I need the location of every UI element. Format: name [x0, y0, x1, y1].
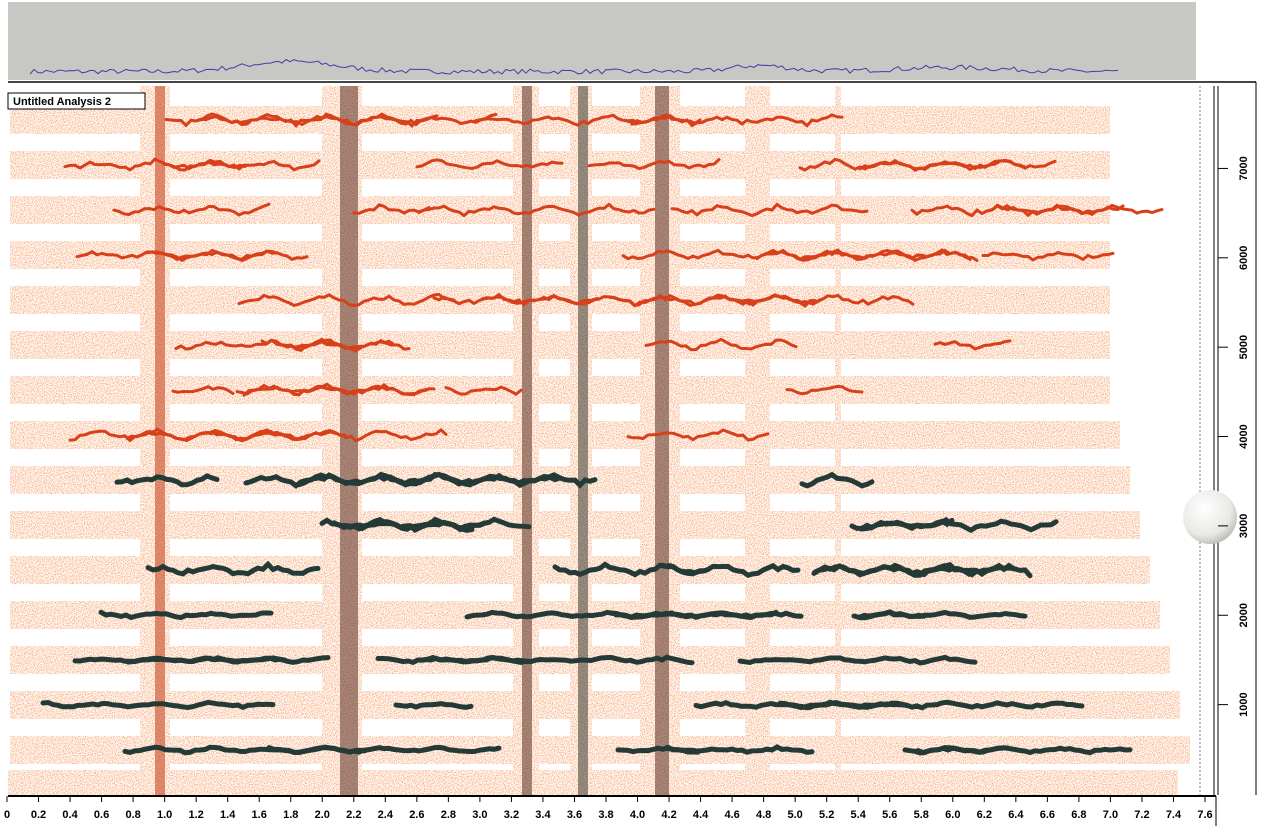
x-tick-label: 7.0	[1103, 809, 1118, 821]
y-tick-label: 7000	[1238, 156, 1250, 180]
x-tick-label: 0.4	[62, 809, 78, 821]
y-tick-label: 2000	[1238, 603, 1250, 627]
x-tick-label: 4.8	[756, 809, 771, 821]
x-tick-label: 5.2	[819, 809, 834, 821]
spectrogram-window: Untitled Analysis 2 0 0.2 0.4 0.6 0.8 1.0 1.2 1…	[0, 0, 1264, 826]
x-tick-label: 7.6	[1197, 809, 1212, 821]
noise-band	[8, 770, 1178, 795]
x-tick-label: 1.2	[189, 809, 204, 821]
x-tick-label: 1.6	[252, 809, 267, 821]
energy-column	[155, 86, 165, 795]
noise-band	[10, 376, 1110, 404]
y-tick-label: 4000	[1238, 424, 1250, 448]
energy-column	[655, 86, 669, 795]
x-tick-label: 6.4	[1008, 809, 1024, 821]
x-tick-label: 2.8	[441, 809, 456, 821]
x-tick-label: 0.6	[94, 809, 109, 821]
x-tick-label: 4.4	[693, 809, 709, 821]
noise-band	[10, 421, 1120, 449]
x-tick-label: 0.2	[31, 809, 46, 821]
x-tick-label: 1.0	[157, 809, 172, 821]
x-tick-label: 2.4	[378, 809, 394, 821]
harmonic-trace	[101, 612, 271, 617]
spectrogram-area	[8, 86, 1190, 795]
y-tick-label: 1000	[1238, 692, 1250, 716]
x-tick-label: 5.4	[851, 809, 867, 821]
x-tick-label: 7.2	[1134, 809, 1149, 821]
x-tick-label: 6.2	[977, 809, 992, 821]
x-tick-label: 2.0	[315, 809, 330, 821]
x-tick-label: 3.2	[504, 809, 519, 821]
x-tick-label: 4.0	[630, 809, 645, 821]
x-tick-label: 3.4	[535, 809, 551, 821]
x-tick-label: 4.2	[661, 809, 676, 821]
x-tick-label: 3.6	[567, 809, 582, 821]
x-tick-label: 2.6	[409, 809, 424, 821]
x-tick-label: 2.2	[346, 809, 361, 821]
harmonic-trace	[667, 747, 812, 752]
noise-band	[10, 511, 1140, 539]
harmonic-trace	[396, 704, 471, 708]
x-tick-label: 7.4	[1166, 809, 1182, 821]
x-tick-label: 3.8	[598, 809, 613, 821]
x-tick-label: 0.8	[125, 809, 140, 821]
x-tick-label: 1.4	[220, 809, 236, 821]
energy-column	[578, 86, 588, 795]
x-tick-label: 6.8	[1071, 809, 1086, 821]
x-tick-label: 6.6	[1040, 809, 1055, 821]
x-tick-label: 5.0	[788, 809, 803, 821]
y-tick-label: 6000	[1238, 246, 1250, 270]
x-tick-label: 0	[4, 809, 10, 821]
x-tick-label: 5.6	[882, 809, 897, 821]
x-tick-label: 6.0	[945, 809, 960, 821]
y-tick-label: 5000	[1238, 335, 1250, 359]
overview-panel	[8, 2, 1196, 80]
window-title: Untitled Analysis 2	[13, 96, 111, 108]
scroll-handle[interactable]	[1183, 490, 1237, 544]
y-tick-label: 3000	[1238, 514, 1250, 538]
x-tick-label: 3.0	[472, 809, 487, 821]
energy-column	[522, 86, 532, 795]
x-tick-label: 1.8	[283, 809, 298, 821]
x-tick-label: 5.8	[914, 809, 929, 821]
x-tick-label: 4.6	[724, 809, 739, 821]
